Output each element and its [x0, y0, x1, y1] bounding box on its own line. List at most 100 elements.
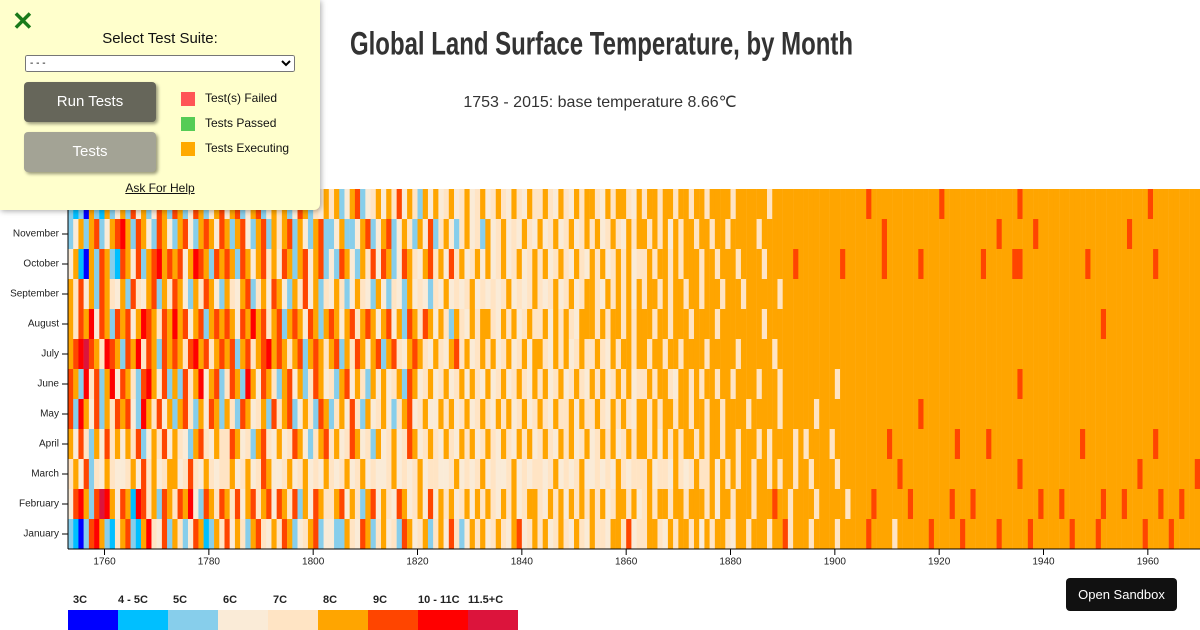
cell [224, 369, 230, 399]
cell [756, 459, 763, 489]
cell [913, 309, 919, 339]
cell [532, 459, 538, 489]
suite-select[interactable]: - - - [25, 55, 295, 72]
status-label: Test(s) Failed [205, 91, 278, 105]
cell [547, 429, 554, 459]
cell [944, 339, 950, 369]
cell [130, 279, 137, 309]
help-link[interactable]: Ask For Help [125, 181, 195, 195]
sandbox-button[interactable]: Open Sandbox [1066, 578, 1177, 611]
cell [782, 309, 789, 339]
cell [657, 189, 663, 219]
cell [448, 399, 455, 429]
cell [287, 399, 293, 429]
cell [261, 519, 267, 549]
cell [615, 249, 622, 279]
cell [902, 429, 909, 459]
cell [850, 339, 856, 369]
cell [709, 369, 716, 399]
cell [1163, 279, 1169, 309]
cell [1059, 519, 1065, 549]
cell [850, 399, 856, 429]
cell [261, 309, 267, 339]
cell [553, 339, 559, 369]
cell [1111, 369, 1117, 399]
cell [918, 399, 924, 429]
cell [130, 249, 137, 279]
cell [574, 249, 580, 279]
cell [751, 369, 757, 399]
cell [422, 489, 429, 519]
cell [620, 429, 627, 459]
cell [824, 459, 830, 489]
cell [913, 519, 919, 549]
cell [584, 189, 590, 219]
cell [782, 369, 789, 399]
cell [574, 219, 580, 249]
cell [1137, 489, 1143, 519]
cell [939, 249, 945, 279]
cell [897, 369, 903, 399]
cell [427, 249, 434, 279]
chart-subtitle: 1753 - 2015: base temperature 8.66℃ [463, 94, 736, 111]
cell [699, 399, 705, 429]
cell [897, 429, 903, 459]
cell [1006, 489, 1013, 519]
cell [354, 309, 361, 339]
cell [574, 369, 580, 399]
cell [730, 279, 736, 309]
cell [756, 519, 763, 549]
cell [813, 399, 820, 429]
cell [939, 489, 945, 519]
cell [318, 459, 324, 489]
cell [615, 399, 622, 429]
cell [521, 519, 528, 549]
cell [881, 189, 888, 219]
cell [980, 249, 987, 279]
legend-swatch [368, 610, 418, 630]
cell [761, 459, 768, 489]
x-tick-label: 1920 [928, 557, 951, 568]
cell [631, 429, 637, 459]
cell [954, 519, 961, 549]
cell [1106, 519, 1112, 549]
cell [547, 339, 554, 369]
cell [1001, 189, 1008, 219]
cell [876, 429, 882, 459]
close-button[interactable]: ✕ [12, 6, 34, 36]
cell [307, 459, 314, 489]
cell [683, 429, 689, 459]
cell [266, 339, 272, 369]
cell [1080, 399, 1086, 429]
cell [798, 279, 804, 309]
cell [939, 279, 945, 309]
cell [516, 339, 523, 369]
cell [887, 309, 893, 339]
cell [871, 459, 877, 489]
cell [83, 369, 90, 399]
cell [730, 339, 736, 369]
cell [78, 279, 84, 309]
cell [631, 309, 637, 339]
cell [751, 249, 757, 279]
cell [1074, 189, 1081, 219]
run-tests-button[interactable]: Run Tests [24, 82, 156, 122]
cell [459, 189, 465, 219]
cell [620, 489, 627, 519]
cell [396, 309, 403, 339]
cell [114, 339, 121, 369]
cell [1179, 309, 1185, 339]
cell [798, 189, 804, 219]
cell [970, 339, 976, 369]
cell [214, 399, 220, 429]
cell [641, 519, 648, 549]
cell [793, 399, 799, 429]
cell [459, 339, 465, 369]
cell [73, 249, 79, 279]
cell [615, 369, 622, 399]
cell [245, 339, 251, 369]
cell [297, 219, 303, 249]
tests-button[interactable]: Tests [24, 132, 156, 172]
cell [386, 219, 392, 249]
cell [1132, 189, 1138, 219]
